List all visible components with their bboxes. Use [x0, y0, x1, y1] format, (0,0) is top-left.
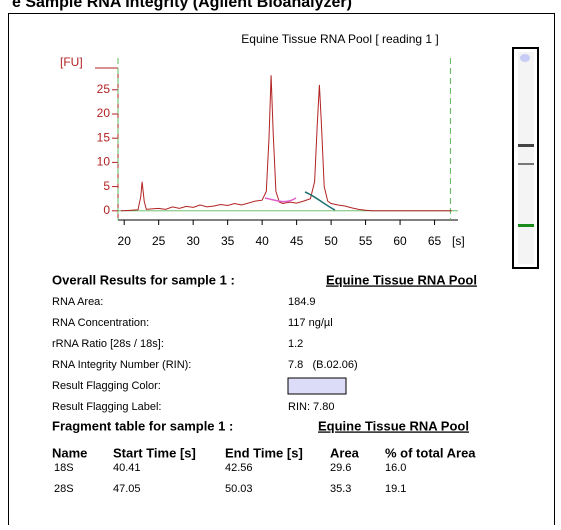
result-label: Result Flagging Color:: [52, 380, 161, 392]
x-tick-label: 50: [324, 234, 338, 248]
column-header: Start Time [s]: [113, 445, 196, 460]
flag-color-box: [287, 377, 347, 395]
y-tick-label: 10: [97, 155, 111, 169]
table-cell: 42.56: [225, 462, 253, 474]
result-value: RIN: 7.80: [288, 401, 334, 413]
table-cell: 47.05: [113, 483, 141, 495]
trace: [120, 75, 452, 212]
y-tick-label: 5: [103, 179, 110, 193]
table-cell: 35.3: [330, 483, 351, 495]
y-tick-label: 25: [97, 82, 111, 96]
column-header: Area: [330, 445, 360, 460]
chart-title: Equine Tissue RNA Pool [ reading 1 ]: [241, 32, 438, 46]
peak-annotation: [304, 191, 336, 211]
x-axis-label: [s]: [452, 234, 465, 248]
result-label: Result Flagging Label:: [52, 401, 161, 413]
page-title: e Sample RNA Integrity (Agilent Bioanaly…: [12, 0, 352, 11]
x-tick-label: 30: [186, 234, 200, 248]
x-tick-label: 20: [118, 234, 132, 248]
x-tick-label: 25: [152, 234, 166, 248]
table-cell: 29.6: [330, 462, 351, 474]
y-tick-label: 0: [103, 203, 110, 217]
result-value: 1.2: [288, 338, 303, 350]
frame: [8, 13, 555, 530]
fragment-sample: Equine Tissue RNA Pool: [318, 418, 469, 433]
x-tick-label: 65: [428, 234, 442, 248]
table-cell: 50.03: [225, 483, 253, 495]
y-tick-label: 15: [97, 130, 111, 144]
result-value: 117 ng/µl: [288, 317, 333, 329]
gel-image: [512, 47, 539, 269]
table-cell: 16.0: [385, 462, 406, 474]
x-tick-label: 35: [221, 234, 235, 248]
y-tick-label: 20: [97, 106, 111, 120]
peak-annotation: [264, 197, 297, 203]
column-header: % of total Area: [385, 445, 476, 460]
result-label: RNA Concentration:: [52, 317, 149, 329]
x-tick-label: 55: [359, 234, 373, 248]
table-cell: 18S: [54, 462, 74, 474]
x-tick-label: 60: [393, 234, 407, 248]
result-label: rRNA Ratio [28s / 18s]:: [52, 338, 164, 350]
table-cell: 28S: [54, 483, 74, 495]
x-tick-label: 40: [255, 234, 269, 248]
column-header: Name: [52, 445, 87, 460]
results-sample: Equine Tissue RNA Pool: [326, 272, 477, 287]
column-header: End Time [s]: [225, 445, 303, 460]
fragment-title: Fragment table for sample 1 :: [52, 418, 233, 433]
table-cell: 19.1: [385, 483, 406, 495]
result-value: 184.9: [288, 296, 316, 308]
result-label: RNA Integrity Number (RIN):: [52, 359, 191, 371]
y-axis-label: [FU]: [60, 55, 83, 69]
x-tick-label: 45: [290, 234, 304, 248]
result-label: RNA Area:: [52, 296, 103, 308]
table-cell: 40.41: [113, 462, 141, 474]
results-title: Overall Results for sample 1 :: [52, 272, 235, 287]
result-value: 7.8 (B.02.06): [288, 359, 358, 371]
